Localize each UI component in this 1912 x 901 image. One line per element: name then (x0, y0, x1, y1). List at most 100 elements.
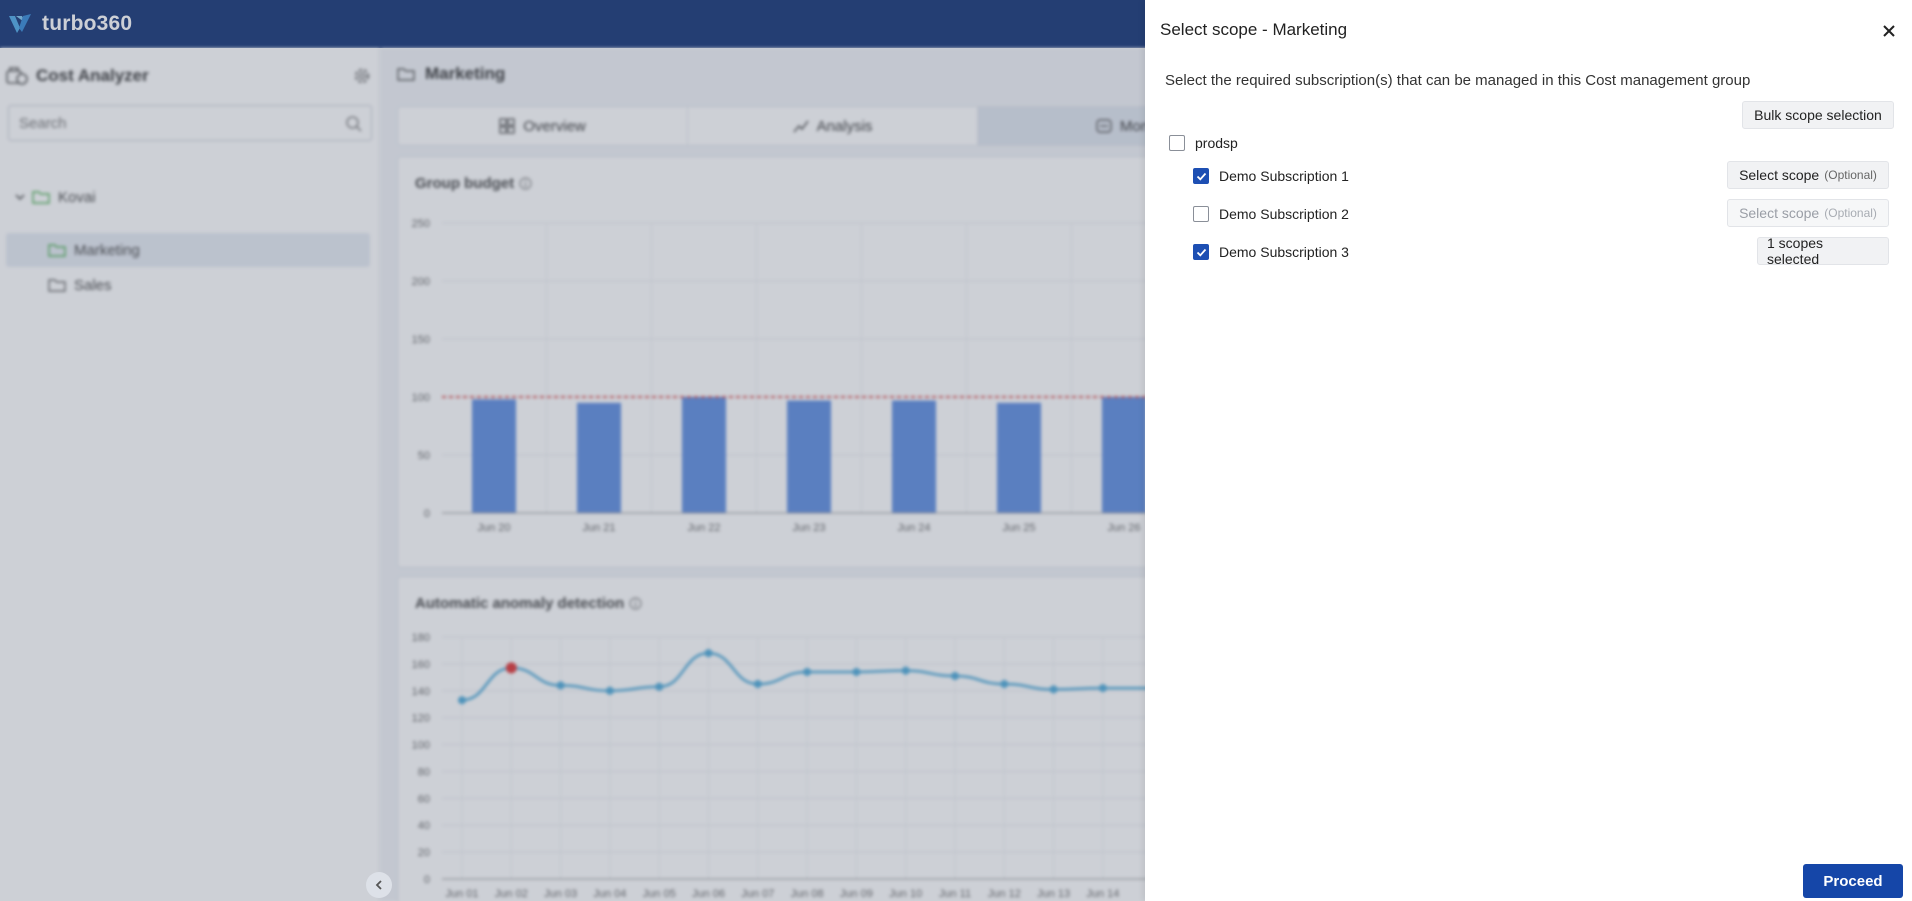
drawer-title: Select scope - Marketing (1160, 20, 1348, 39)
x-tick-label: Jun 06 (692, 888, 725, 900)
y-tick-label: 120 (412, 713, 430, 725)
data-point (753, 680, 762, 689)
page-title-text: Marketing (425, 64, 506, 83)
tree-item-label: Marketing (74, 241, 140, 259)
y-tick-label: 0 (424, 874, 430, 886)
tab-analysis[interactable]: Analysis (688, 107, 978, 145)
x-tick-label: Jun 14 (1086, 888, 1119, 900)
bulk-scope-selection-button[interactable]: Bulk scope selection (1742, 101, 1894, 129)
optional-label: (Optional) (1824, 168, 1877, 182)
data-point (1098, 684, 1107, 693)
scopes-selected-label: 1 scopes selected (1767, 235, 1824, 267)
group-budget-chart: 0 50 100 150 200 250 Jun 20 Jun 21 Jun 22 Jun 23 J… (412, 218, 1588, 534)
y-tick-label: 80 (418, 766, 430, 778)
subscription-label: Demo Subscription 1 (1219, 168, 1349, 184)
y-tick-label: 150 (412, 334, 430, 346)
x-tick-label: Jun 09 (840, 888, 873, 900)
x-tick-label: Jun 04 (593, 888, 626, 900)
turbo360-logo-icon (9, 14, 31, 33)
x-tick-label: Jun 26 (1107, 522, 1140, 534)
chevron-down-icon[interactable] (14, 191, 26, 203)
subscription-2-checkbox[interactable] (1193, 206, 1209, 222)
overview-icon (499, 118, 515, 134)
x-tick-label: Jun 02 (495, 888, 528, 900)
x-tick-label: Jun 08 (791, 888, 824, 900)
y-tick-label: 180 (412, 632, 430, 644)
search-icon[interactable] (345, 115, 363, 133)
y-tick-label: 200 (412, 276, 430, 288)
subscription-3-checkbox[interactable] (1193, 244, 1209, 260)
y-tick-label: 0 (424, 508, 430, 520)
checkmark-icon (1196, 172, 1206, 181)
x-tick-label: Jun 22 (687, 522, 720, 534)
x-tick-label: Jun 21 (582, 522, 615, 534)
tree-item-kovai[interactable]: Kovai (12, 180, 372, 214)
y-tick-label: 60 (418, 793, 430, 805)
data-point (605, 686, 614, 695)
data-point (1049, 685, 1058, 694)
collapse-sidebar-button[interactable] (366, 872, 392, 898)
subscription-label: Demo Subscription 2 (1219, 206, 1349, 222)
y-tick-label: 50 (418, 450, 430, 462)
sidebar-title: Cost Analyzer (36, 66, 149, 85)
x-tick-label: Jun 01 (445, 888, 478, 900)
close-icon (1883, 25, 1895, 37)
sidebar: Cost Analyzer Kovai Marketing Sales (0, 48, 380, 901)
y-tick-label: 20 (418, 847, 430, 859)
data-point (803, 667, 812, 676)
subscription-row: Demo Subscription 2 (1193, 203, 1349, 225)
x-tick-label: Jun 07 (741, 888, 774, 900)
sidebar-search[interactable] (8, 105, 372, 141)
tree-item-label: Kovai (58, 188, 96, 206)
card-title-text: Automatic anomaly detection (415, 595, 625, 612)
x-tick-label: Jun 05 (643, 888, 676, 900)
subscription-1-checkbox[interactable] (1193, 168, 1209, 184)
data-point (951, 671, 959, 680)
folder-icon (48, 279, 66, 292)
tree-item-marketing[interactable]: Marketing (6, 233, 370, 267)
subscription-label: Demo Subscription 3 (1219, 244, 1349, 260)
gear-icon[interactable] (352, 66, 372, 86)
tree-item-label: Sales (74, 276, 112, 294)
y-tick-label: 100 (412, 392, 430, 404)
data-point (1000, 680, 1009, 689)
chevron-left-icon (375, 880, 382, 890)
optional-label: (Optional) (1824, 206, 1877, 220)
x-tick-label: Jun 20 (477, 522, 510, 534)
bar (682, 397, 726, 513)
tab-overview[interactable]: Overview (398, 107, 688, 145)
anomaly-detection-chart: 0 20 40 60 80 100 120 140 160 180 Jun 01 Jun 02 Jun … (412, 632, 1588, 900)
x-tick-label: Jun 12 (988, 888, 1021, 900)
proceed-button[interactable]: Proceed (1803, 864, 1903, 898)
cost-analyzer-icon (6, 67, 28, 85)
monitor-icon (1096, 119, 1112, 133)
analysis-icon (792, 120, 809, 133)
anomaly-detection-title: Automatic anomaly detection (415, 595, 642, 612)
x-tick-label: Jun 23 (792, 522, 825, 534)
close-button[interactable] (1878, 20, 1900, 42)
select-scope-label: Select scope (1739, 205, 1820, 221)
folder-icon (32, 191, 50, 204)
x-tick-label: Jun 10 (889, 888, 922, 900)
x-tick-label: Jun 24 (897, 522, 930, 534)
tab-label: Overview (523, 117, 586, 135)
anomaly-point (505, 662, 517, 674)
bar (1102, 397, 1146, 513)
prodsp-checkbox[interactable] (1169, 135, 1185, 151)
scopes-selected-button[interactable]: 1 scopes selected (1757, 235, 1889, 267)
data-point (458, 696, 466, 705)
sidebar-header: Cost Analyzer (6, 64, 372, 88)
tree-item-sales[interactable]: Sales (6, 268, 370, 302)
card-title-text: Group budget (415, 175, 515, 192)
select-scope-button[interactable]: Select scope (Optional) (1727, 161, 1889, 189)
tab-label: Analysis (816, 117, 873, 135)
bar (787, 400, 831, 513)
bar (997, 402, 1041, 513)
page-title: Marketing (397, 64, 505, 84)
search-input[interactable] (19, 114, 339, 132)
x-tick-label: Jun 11 (939, 888, 971, 900)
info-icon[interactable] (629, 597, 642, 610)
info-icon[interactable] (519, 177, 532, 190)
data-point (655, 682, 664, 691)
x-tick-label: Jun 13 (1037, 888, 1070, 900)
